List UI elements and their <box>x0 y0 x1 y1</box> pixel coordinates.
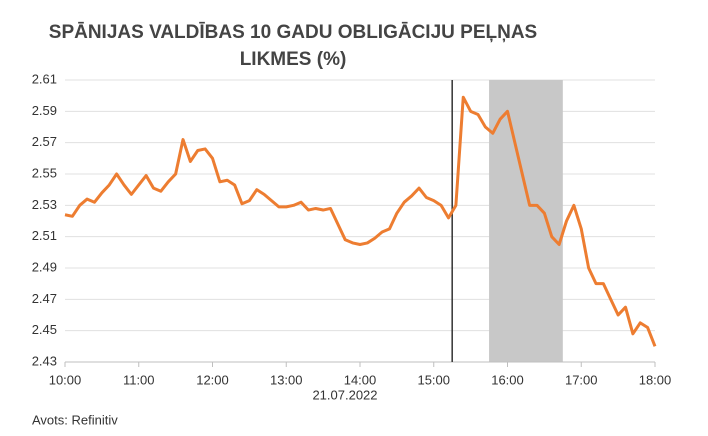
x-tick-label: 18:00 <box>639 372 672 387</box>
y-tick-label: 2.43 <box>32 353 57 368</box>
y-tick-label: 2.59 <box>32 103 57 118</box>
y-tick-label: 2.51 <box>32 228 57 243</box>
line-series <box>64 95 657 347</box>
y-tick-label: 2.57 <box>32 134 57 149</box>
x-tick-label: 16:00 <box>491 372 524 387</box>
y-tick-label: 2.53 <box>32 197 57 212</box>
y-tick-label: 2.55 <box>32 165 57 180</box>
y-tick-label: 2.61 <box>32 71 57 86</box>
x-tick-label: 14:00 <box>344 372 377 387</box>
chart-title: SPĀNIJAS VALDĪBAS 10 GADU OBLIGĀCIJU PEĻ… <box>49 22 537 43</box>
x-tick-label: 13:00 <box>270 372 303 387</box>
source: Avots: Refinitiv <box>32 412 118 427</box>
chart-title: LIKMES (%) <box>240 49 347 70</box>
y-tick-label: 2.49 <box>32 259 57 274</box>
y-tick-label: 2.45 <box>32 322 57 337</box>
y-tick-label: 2.47 <box>32 291 57 306</box>
x-tick-label: 10:00 <box>49 372 82 387</box>
shaded-region <box>489 80 563 362</box>
x-tick-label: 17:00 <box>565 372 598 387</box>
x-tick-label: 11:00 <box>123 372 155 387</box>
x-tick-label: 15:00 <box>417 372 450 387</box>
x-caption: 21.07.2022 <box>312 387 377 402</box>
x-tick-label: 12:00 <box>196 372 229 387</box>
